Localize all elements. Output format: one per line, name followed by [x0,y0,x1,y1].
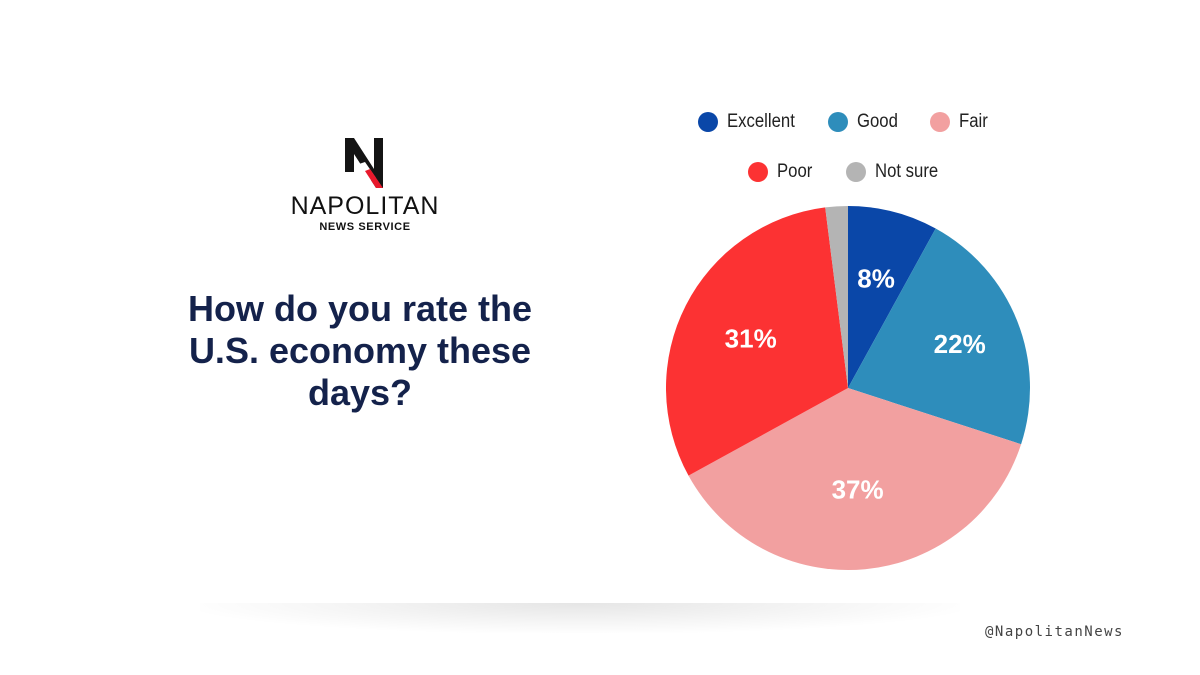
legend-label-excellent: Excellent [727,111,795,132]
legend-swatch-good [828,112,848,132]
chart-title: How do you rate the U.S. economy these d… [187,288,533,413]
legend-swatch-fair [930,112,950,132]
chart-card: NAPOLITAN NEWS SERVICE How do you rate t… [187,104,1040,570]
pie-slice-excellent [848,206,936,388]
napolitan-logo: NAPOLITAN NEWS SERVICE [280,138,450,238]
pie-label-excellent: 8% [857,264,895,294]
brand-name: NAPOLITAN [290,192,440,220]
brand-subtitle: NEWS SERVICE [319,221,411,233]
pie-slice-not-sure [825,206,848,388]
pie-label-good: 22% [934,329,986,359]
legend-swatch-excellent [698,112,718,132]
legend-label-not-sure: Not sure [875,161,939,182]
pie-label-fair: 37% [832,474,884,504]
legend-item-poor: Poor [748,156,817,188]
pie-slice-poor [666,207,848,476]
legend-item-fair: Fair [930,106,992,138]
legend-item-excellent: Excellent [698,106,804,138]
social-handle: @NapolitanNews [984,624,1124,640]
pie-slice-fair [688,388,1022,570]
pie-label-poor: 31% [725,323,777,353]
legend-swatch-poor [748,162,768,182]
legend-label-good: Good [857,111,898,132]
legend-label-poor: Poor [777,161,813,182]
pie-chart: 8% 22% 37% 31% [666,206,1030,570]
napolitan-n-logo-icon [345,138,383,188]
legend-item-not-sure: Not sure [846,156,947,188]
legend-swatch-not-sure [846,162,866,182]
legend-label-fair: Fair [959,111,988,132]
pie-slice-good [848,228,1030,445]
card-shadow [200,603,960,633]
chart-legend: Excellent Good Fair Poor Not sure [660,104,1040,194]
legend-item-good: Good [828,106,903,138]
